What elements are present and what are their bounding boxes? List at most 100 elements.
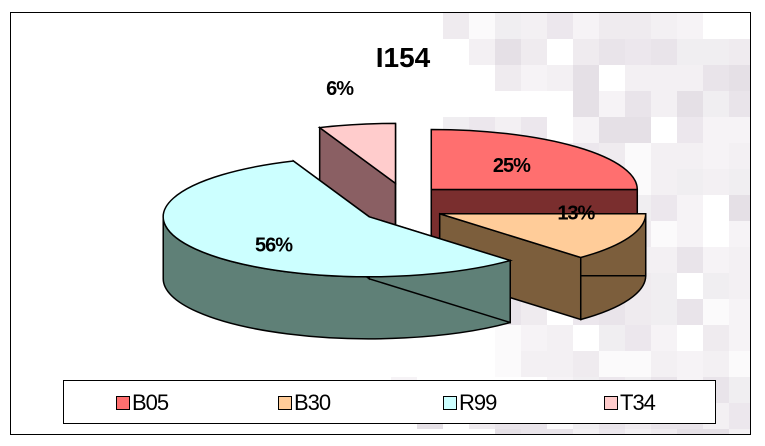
background-tile bbox=[703, 117, 729, 143]
background-tile bbox=[729, 143, 750, 169]
background-tile bbox=[599, 429, 625, 434]
legend-item-r99: R99 bbox=[443, 390, 497, 416]
background-tile bbox=[651, 195, 677, 221]
background-tile bbox=[599, 91, 625, 117]
background-tile bbox=[599, 351, 625, 377]
background-tile bbox=[703, 351, 729, 377]
background-tile bbox=[495, 13, 521, 39]
background-tile bbox=[703, 143, 729, 169]
legend-swatch-b30 bbox=[278, 396, 292, 410]
background-tile bbox=[729, 91, 750, 117]
background-tile bbox=[729, 299, 750, 325]
background-tile bbox=[521, 325, 547, 351]
background-tile bbox=[703, 429, 729, 434]
background-tile bbox=[625, 91, 651, 117]
background-tile bbox=[703, 39, 729, 65]
background-tile bbox=[651, 13, 677, 39]
background-tile bbox=[703, 273, 729, 299]
chart-area: 25% 13% 56% 6% I154 B05 B30 R99 T34 bbox=[10, 12, 751, 435]
data-label-t34: 6% bbox=[326, 78, 354, 100]
background-tile bbox=[573, 429, 599, 434]
background-tile bbox=[729, 377, 750, 403]
background-tile bbox=[573, 117, 599, 143]
background-tile bbox=[651, 429, 677, 434]
background-tile bbox=[495, 429, 521, 434]
background-tile bbox=[547, 351, 573, 377]
data-labels: 25% 13% 56% 6% bbox=[255, 78, 597, 257]
background-tile bbox=[495, 39, 521, 65]
legend-label-b30: B30 bbox=[294, 390, 331, 415]
background-tile bbox=[573, 351, 599, 377]
background-tile bbox=[547, 429, 573, 434]
background-tile bbox=[677, 299, 703, 325]
background-tile bbox=[625, 143, 651, 169]
slice-t34 bbox=[317, 122, 397, 185]
background-tile bbox=[677, 247, 703, 273]
background-tile bbox=[703, 169, 729, 195]
pie-tops bbox=[162, 122, 647, 278]
data-label-b05: 25% bbox=[493, 155, 531, 177]
background-tile bbox=[625, 299, 651, 325]
background-tile bbox=[729, 429, 750, 434]
background-tile bbox=[651, 299, 677, 325]
pie-chart: 25% 13% 56% 6% I154 bbox=[162, 42, 647, 340]
background-tile bbox=[729, 39, 750, 65]
background-tile bbox=[703, 91, 729, 117]
background-tile bbox=[651, 325, 677, 351]
background-tile bbox=[677, 195, 703, 221]
background-tile bbox=[677, 91, 703, 117]
background-tile bbox=[599, 39, 625, 65]
background-tile bbox=[651, 273, 677, 299]
background-tile bbox=[651, 91, 677, 117]
background-tile bbox=[729, 351, 750, 377]
background-tile bbox=[651, 351, 677, 377]
background-tile bbox=[729, 65, 750, 91]
background-tile bbox=[495, 325, 521, 351]
legend-label-r99: R99 bbox=[459, 390, 497, 415]
background-tile bbox=[729, 221, 750, 247]
background-tile bbox=[521, 351, 547, 377]
background-tile bbox=[625, 13, 651, 39]
background-tile bbox=[677, 351, 703, 377]
background-tile bbox=[547, 13, 573, 39]
background-tile bbox=[547, 325, 573, 351]
background-tile bbox=[677, 429, 703, 434]
slice-r99 bbox=[162, 160, 513, 278]
background-tile bbox=[677, 13, 703, 39]
background-tile bbox=[495, 65, 521, 91]
background-tile bbox=[625, 117, 651, 143]
background-tile bbox=[625, 325, 651, 351]
background-tile bbox=[521, 39, 547, 65]
background-tile bbox=[573, 65, 599, 91]
background-tile bbox=[651, 39, 677, 65]
background-tile bbox=[495, 351, 521, 377]
background-tile bbox=[703, 325, 729, 351]
background-tile bbox=[443, 13, 469, 39]
background-tile bbox=[677, 117, 703, 143]
background-tile bbox=[521, 65, 547, 91]
background-tile bbox=[573, 91, 599, 117]
background-tile bbox=[651, 169, 677, 195]
background-tile bbox=[469, 13, 495, 39]
background-tile bbox=[677, 65, 703, 91]
background-tile bbox=[547, 65, 573, 91]
background-tile bbox=[521, 13, 547, 39]
background-tile bbox=[625, 39, 651, 65]
legend-swatch-r99 bbox=[443, 396, 457, 410]
data-label-b30: 13% bbox=[557, 203, 595, 225]
background-tile bbox=[729, 247, 750, 273]
background-tile bbox=[599, 325, 625, 351]
chart-title: I154 bbox=[376, 42, 431, 73]
background-tile bbox=[625, 65, 651, 91]
data-label-r99: 56% bbox=[255, 235, 293, 257]
background-tile bbox=[625, 351, 651, 377]
background-tile bbox=[599, 13, 625, 39]
background-tile bbox=[651, 143, 677, 169]
background-tile bbox=[703, 299, 729, 325]
slice-b05 bbox=[430, 128, 639, 191]
background-tile bbox=[677, 169, 703, 195]
legend-label-t34: T34 bbox=[620, 390, 656, 415]
background-tile bbox=[599, 117, 625, 143]
legend-item-t34: T34 bbox=[604, 390, 656, 416]
background-tile bbox=[573, 39, 599, 65]
